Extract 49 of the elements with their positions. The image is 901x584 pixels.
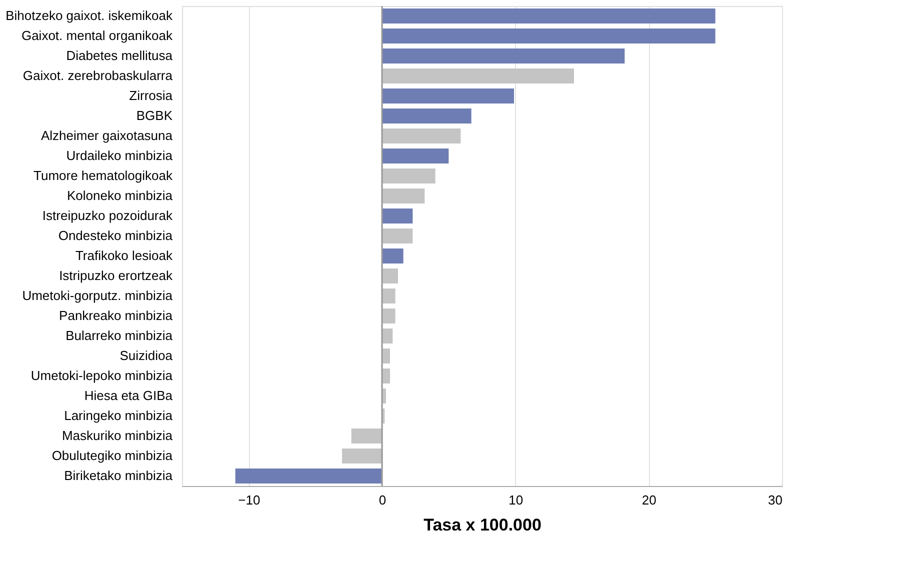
y-tick-label: Ondesteko minbizia [58,228,174,243]
y-tick-label: Alzheimer gaixotasuna [40,128,174,143]
bar [351,428,382,444]
bar [382,228,413,244]
y-tick-label: Pankreako minbizia [59,308,174,323]
y-tick-label: Urdaileko minbizia [66,148,174,163]
x-tick-label: 10 [508,492,524,508]
y-tick-label: Bihotzeko gaixot. iskemikoak [6,8,173,23]
y-tick-label: Zirrosia [129,88,174,103]
x-tick-label: 20 [642,492,656,508]
y-tick-label: Umetoki-gorputz. minbizia [22,288,174,303]
y-tick-label: Istreipuzko pozoidurak [42,208,173,223]
bar [235,468,382,484]
y-tick-label: Koloneko minbizia [66,188,174,203]
y-tick-label: Suizidioa [120,348,174,363]
bar [382,188,425,204]
y-tick-label: Laringeko minbizia [64,408,174,423]
bar [382,308,396,324]
bar [382,288,396,304]
y-tick-label: Umetoki-lepoko minbizia [30,368,174,383]
y-tick-label: Obulutegiko minbizia [52,448,174,463]
bar [382,208,413,224]
bar [382,248,404,264]
bar [382,68,574,84]
y-tick-label: Gaixot. zerebrobaskularra [22,68,174,83]
x-axis-title: Tasa x 100.000 [424,516,542,534]
bar [382,8,716,24]
y-tick-label: Biriketako minbizia [64,468,174,483]
bar [382,88,514,104]
bar [342,448,382,464]
y-tick-label: Diabetes mellitusa [66,48,174,63]
y-tick-label: Hiesa eta GIBa [84,388,174,403]
bar [382,148,449,164]
bar [382,268,398,284]
y-tick-label: Gaixot. mental organikoak [21,28,173,43]
x-tick-label: −10 [238,492,260,508]
bar [382,168,436,184]
x-tick-label: 30 [768,492,782,508]
bar [382,28,716,44]
y-tick-label: BGBK [136,108,173,123]
bar [382,128,461,144]
y-tick-label: Maskuriko minbizia [62,428,174,443]
y-tick-label: Istripuzko erortzeak [59,268,173,283]
bar [382,48,625,64]
bar [382,108,472,124]
y-tick-label: Tumore hematologikoak [34,168,173,183]
y-tick-label: Bularreko minbizia [66,328,174,343]
x-tick-label: 0 [378,492,386,508]
y-tick-label: Trafikoko lesioak [75,248,173,263]
